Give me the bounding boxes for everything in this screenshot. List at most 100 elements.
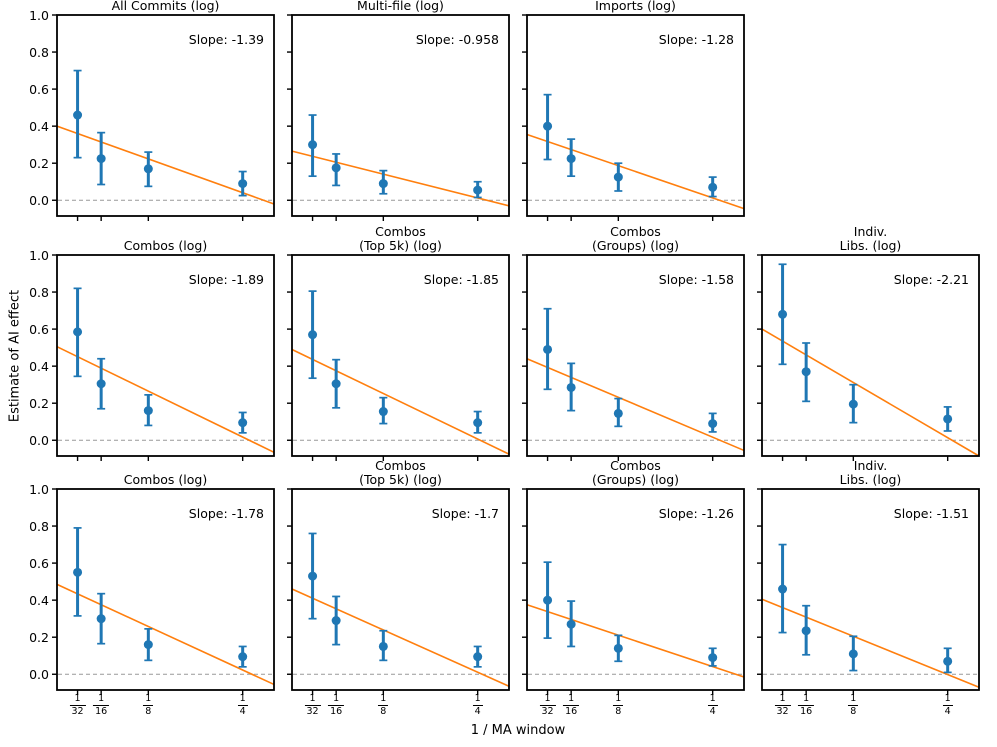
fit-line — [761, 598, 980, 688]
fraction-denominator: 32 — [539, 704, 556, 717]
subplot-r1c0 — [52, 254, 275, 461]
plot-box — [56, 254, 275, 457]
data-point-marker — [708, 182, 718, 192]
data-point-marker — [378, 641, 388, 651]
fraction-numerator: 1 — [568, 693, 575, 704]
data-point-marker — [96, 379, 106, 389]
y-tick-label: 0.6 — [29, 555, 49, 571]
y-tick-label: 0.4 — [29, 118, 49, 134]
fraction-denominator: 16 — [328, 704, 345, 717]
data-point-marker — [566, 382, 576, 392]
fit-line — [761, 328, 980, 457]
x-tick-label: 1 32 — [304, 693, 321, 717]
fit-line — [526, 358, 745, 452]
fit-line — [291, 588, 510, 688]
y-tick-label: 0.2 — [29, 395, 49, 411]
data-point-marker — [543, 121, 553, 131]
x-tick-label: 1 32 — [774, 693, 791, 717]
data-series — [308, 532, 483, 668]
slope-annotation-r1c0: Slope: -1.89 — [188, 272, 264, 287]
data-point-marker — [73, 567, 83, 577]
y-tick-label: 0.6 — [29, 81, 49, 97]
data-point-marker — [543, 344, 553, 354]
y-tick-label: 0.0 — [29, 432, 49, 448]
y-tick-label: 0.8 — [29, 284, 49, 300]
fraction-denominator: 8 — [378, 704, 389, 717]
y-tick-label: 0.4 — [29, 592, 49, 608]
data-series — [308, 114, 483, 199]
fraction-denominator: 16 — [798, 704, 815, 717]
fraction-denominator: 32 — [304, 704, 321, 717]
fit-line — [291, 348, 510, 455]
data-point-marker — [143, 640, 153, 650]
data-point-marker — [943, 656, 953, 666]
fit-line — [56, 125, 275, 205]
slope-annotation-r0c0: Slope: -1.39 — [188, 32, 264, 47]
subplot-r0c2 — [522, 14, 745, 221]
fraction-numerator: 1 — [239, 693, 246, 704]
fraction-denominator: 32 — [774, 704, 791, 717]
x-tick-label: 1 16 — [93, 693, 110, 717]
data-point-marker — [331, 379, 341, 389]
data-series — [778, 543, 953, 674]
fraction-numerator: 1 — [779, 693, 786, 704]
data-point-marker — [96, 154, 106, 164]
slope-annotation-r0c1: Slope: -0.958 — [415, 32, 499, 47]
data-series — [73, 69, 248, 197]
fraction-numerator: 1 — [615, 693, 622, 704]
fraction-denominator: 4 — [472, 704, 483, 717]
fraction-denominator: 8 — [613, 704, 624, 717]
panel-title-r0c1: Multi-file (log) — [357, 0, 444, 13]
fit-line — [56, 345, 275, 454]
slope-annotation-r0c2: Slope: -1.28 — [658, 32, 734, 47]
fraction-denominator: 16 — [93, 704, 110, 717]
subplot-r0c0 — [52, 14, 275, 221]
slope-annotation-r2c2: Slope: -1.26 — [658, 506, 734, 521]
fraction-numerator: 1 — [98, 693, 105, 704]
plot-box — [291, 488, 510, 691]
data-series — [543, 93, 718, 198]
data-series — [308, 290, 483, 434]
fit-line — [526, 604, 745, 678]
plot-box — [761, 488, 980, 691]
fraction-denominator: 4 — [707, 704, 718, 717]
x-axis-label: 1 / MA window — [470, 723, 566, 738]
data-point-marker — [331, 163, 341, 173]
panel-title-r2c2: Combos (Groups) (log) — [591, 458, 680, 487]
y-tick-label: 1.0 — [29, 481, 49, 497]
data-point-marker — [473, 185, 483, 195]
data-series — [73, 287, 248, 434]
data-point-marker — [73, 110, 83, 120]
fit-line — [56, 583, 275, 686]
fraction-numerator: 1 — [333, 693, 340, 704]
y-tick-label: 0.6 — [29, 321, 49, 337]
data-point-marker — [848, 649, 858, 659]
panel-title-r1c1: Combos (Top 5k) (log) — [359, 224, 442, 253]
data-point-marker — [613, 172, 623, 182]
y-tick-label: 0.8 — [29, 518, 49, 534]
data-series — [543, 307, 718, 433]
data-point-marker — [473, 652, 483, 662]
plot-box — [56, 488, 275, 691]
x-tick-label: 1 32 — [69, 693, 86, 717]
data-point-marker — [308, 140, 318, 150]
data-point-marker — [473, 418, 483, 428]
data-point-marker — [378, 179, 388, 189]
fit-line — [291, 150, 510, 207]
slope-annotation-r2c0: Slope: -1.78 — [188, 506, 264, 521]
plot-box — [56, 14, 275, 217]
x-tick-label: 1 16 — [563, 693, 580, 717]
panel-title-r0c2: Imports (log) — [595, 0, 676, 13]
data-point-marker — [848, 399, 858, 409]
data-point-marker — [73, 327, 83, 337]
fraction-denominator: 32 — [69, 704, 86, 717]
subplot-r2c1 — [287, 488, 510, 695]
panel-title-r2c1: Combos (Top 5k) (log) — [359, 458, 442, 487]
data-point-marker — [543, 595, 553, 605]
